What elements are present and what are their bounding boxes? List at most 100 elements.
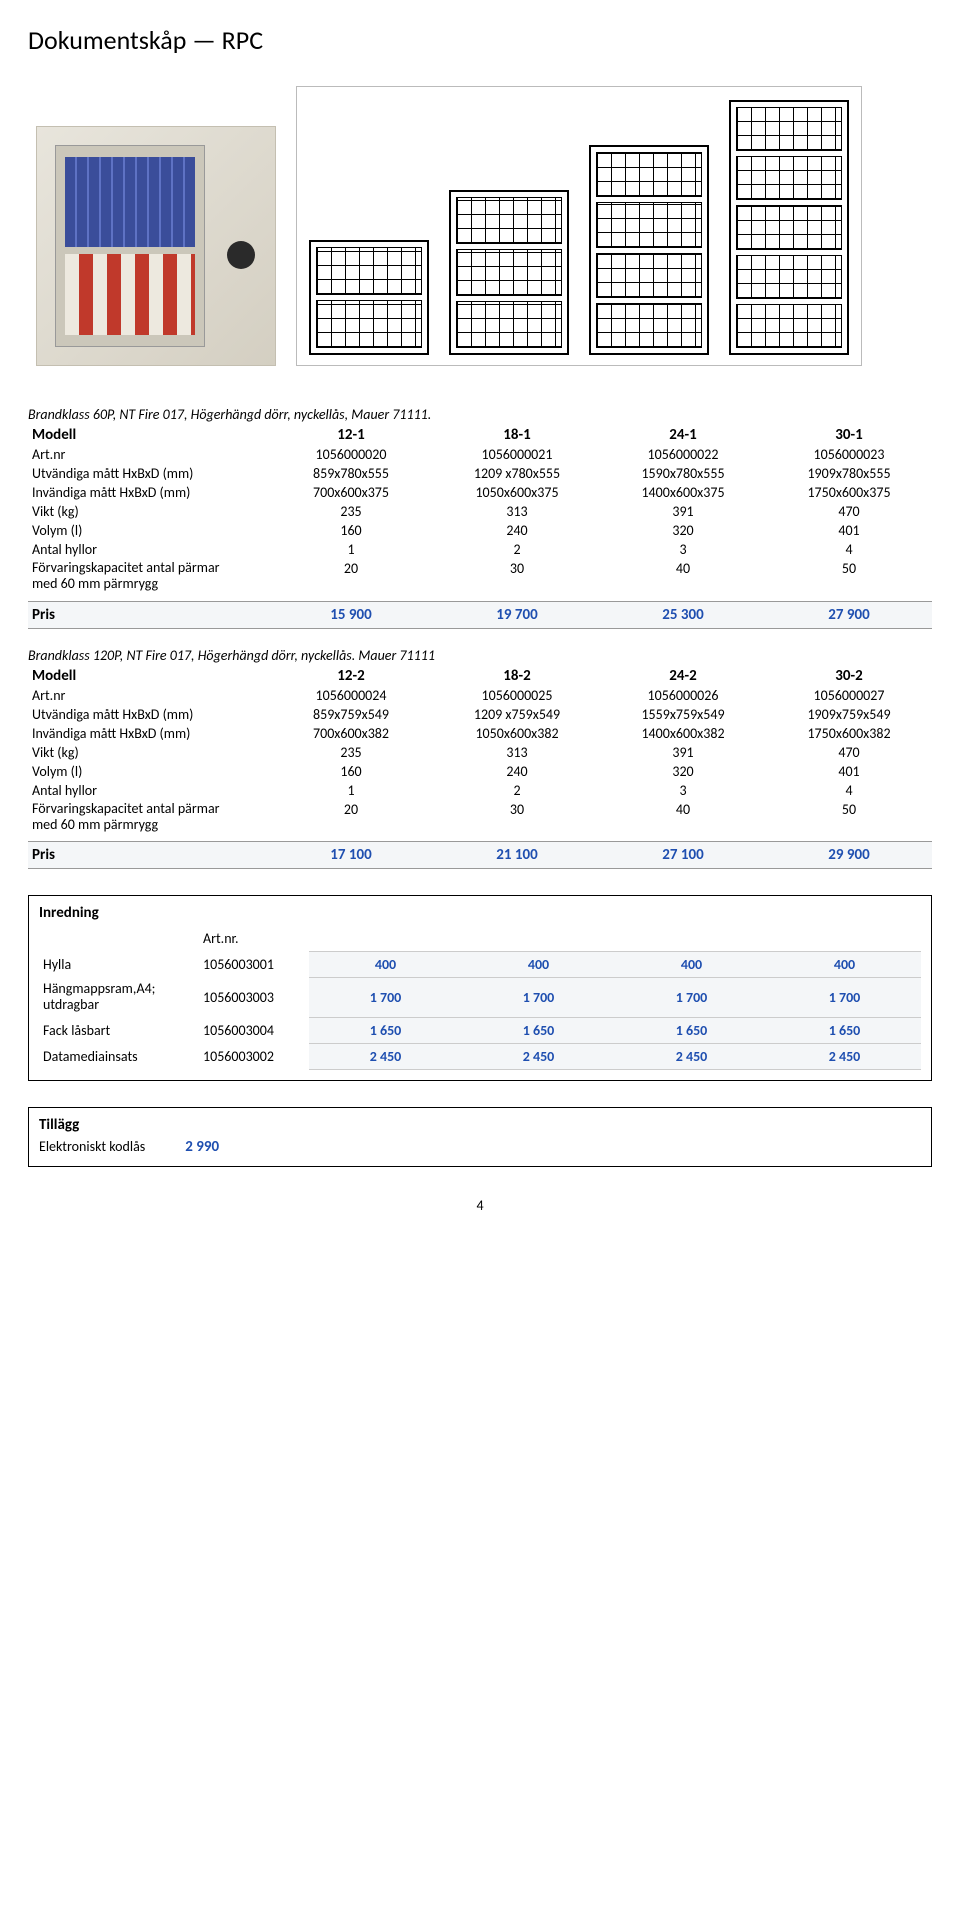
cabinet-diagram (449, 190, 569, 355)
spec2-row-label: Invändiga mått HxBxD (mm) (28, 724, 268, 743)
spec2-row-label: Förvaringskapacitet antal pärmarmed 60 m… (28, 800, 268, 834)
spec2-cell: 3 (600, 781, 766, 800)
spec2-price: 21 100 (434, 842, 600, 869)
spec1-cell: 401 (766, 521, 932, 540)
spec2-row-label: Vikt (kg) (28, 743, 268, 762)
product-photo (36, 126, 276, 366)
inredning-price: 400 (462, 951, 615, 977)
inredning-price: 400 (309, 951, 462, 977)
spec2-cell: 1056000025 (434, 686, 600, 705)
spec1-cell: 1750x600x375 (766, 483, 932, 502)
spec1-price: 27 900 (766, 601, 932, 628)
inredning-heading: Inredning (39, 904, 921, 922)
spec-block-2: Brandklass 120P, NT Fire 017, Högerhängd… (28, 647, 932, 870)
inredning-price: 1 650 (615, 1018, 768, 1044)
spec2-price: 29 900 (766, 842, 932, 869)
spec2-cell: 40 (600, 800, 766, 834)
spec1-cell: 1056000020 (268, 445, 434, 464)
spec2-model-label: Modell (28, 666, 268, 686)
spec1-model: 24-1 (600, 425, 766, 445)
cabinet-shelf (596, 202, 702, 247)
inredning-price: 1 650 (309, 1018, 462, 1044)
cabinet-shelf (316, 247, 422, 295)
spec1-row-label: Antal hyllor (28, 540, 268, 559)
spec2-cell: 20 (268, 800, 434, 834)
inredning-artnr: 1056003002 (199, 1044, 309, 1070)
spec2-cell: 1559x759x549 (600, 705, 766, 724)
cabinet-shelf (736, 304, 842, 348)
page-title: Dokumentskåp — RPC (28, 24, 932, 56)
spec1-cell: 1056000022 (600, 445, 766, 464)
spec1-cell: 1056000021 (434, 445, 600, 464)
inredning-price: 1 650 (462, 1018, 615, 1044)
spec2-row-label: Volym (l) (28, 762, 268, 781)
inredning-price: 1 700 (309, 977, 462, 1017)
spec2-cell: 320 (600, 762, 766, 781)
spec2-row-label: Art.nr (28, 686, 268, 705)
spec-table-2: Modell12-218-224-230-2Art.nr105600002410… (28, 666, 932, 870)
spec1-cell: 1050x600x375 (434, 483, 600, 502)
spec2-cell: 859x759x549 (268, 705, 434, 724)
inredning-price: 1 700 (768, 977, 921, 1017)
spec1-cell: 1590x780x555 (600, 464, 766, 483)
spec2-price: 27 100 (600, 842, 766, 869)
spec1-row-label: Volym (l) (28, 521, 268, 540)
tillagg-box: Tillägg Elektroniskt kodlås 2 990 (28, 1107, 932, 1167)
spec2-cell: 160 (268, 762, 434, 781)
cabinet-shelf (596, 152, 702, 197)
spec1-cell: 20 (268, 559, 434, 593)
figure-row (36, 76, 932, 366)
cabinet-diagram (589, 145, 709, 355)
spec2-cell: 1056000027 (766, 686, 932, 705)
tillagg-price: 2 990 (185, 1138, 219, 1156)
spec1-cell: 4 (766, 540, 932, 559)
cabinet-diagram (309, 240, 429, 355)
inredning-price: 400 (615, 951, 768, 977)
spec1-cell: 313 (434, 502, 600, 521)
spec2-cell: 240 (434, 762, 600, 781)
cabinet-diagram (729, 100, 849, 355)
spec2-cell: 1050x600x382 (434, 724, 600, 743)
inredning-artnr: 1056003001 (199, 951, 309, 977)
cabinet-shelf (316, 300, 422, 348)
spec2-model: 24-2 (600, 666, 766, 686)
spec1-cell: 320 (600, 521, 766, 540)
spec2-cell: 50 (766, 800, 932, 834)
spec2-model: 12-2 (268, 666, 434, 686)
spec1-model: 12-1 (268, 425, 434, 445)
inredning-row-label: Datamediainsats (39, 1044, 199, 1070)
tillagg-heading: Tillägg (39, 1116, 921, 1134)
inredning-row-label: Hängmappsram,A4;utdragbar (39, 977, 199, 1017)
spec1-cell: 2 (434, 540, 600, 559)
spec1-price: 25 300 (600, 601, 766, 628)
spec2-cell: 1 (268, 781, 434, 800)
spec2-cell: 401 (766, 762, 932, 781)
spec1-cell: 1400x600x375 (600, 483, 766, 502)
spec2-cell: 391 (600, 743, 766, 762)
spec1-row-label: Utvändiga mått HxBxD (mm) (28, 464, 268, 483)
spec1-cell: 700x600x375 (268, 483, 434, 502)
cabinet-shelf (456, 249, 562, 296)
spec1-cell: 391 (600, 502, 766, 521)
spec1-price: 19 700 (434, 601, 600, 628)
inredning-artnr: 1056003003 (199, 977, 309, 1017)
spec2-cell: 313 (434, 743, 600, 762)
inredning-row-label: Hylla (39, 951, 199, 977)
spec1-cell: 859x780x555 (268, 464, 434, 483)
inredning-box: Inredning Art.nr.Hylla105600300140040040… (28, 895, 932, 1081)
spec1-row-label: Förvaringskapacitet antal pärmarmed 60 m… (28, 559, 268, 593)
inredning-artnr-label: Art.nr. (199, 926, 309, 951)
spec1-model: 18-1 (434, 425, 600, 445)
spec2-cell: 4 (766, 781, 932, 800)
spec1-row-label: Invändiga mått HxBxD (mm) (28, 483, 268, 502)
inredning-price: 1 650 (768, 1018, 921, 1044)
spec1-cell: 470 (766, 502, 932, 521)
spec1-price-label: Pris (28, 601, 268, 628)
tillagg-item-label: Elektroniskt kodlås (39, 1138, 145, 1155)
spec1-cell: 40 (600, 559, 766, 593)
inredning-price: 1 700 (462, 977, 615, 1017)
inredning-price: 2 450 (768, 1044, 921, 1070)
spec2-cell: 1056000024 (268, 686, 434, 705)
spec1-cell: 1056000023 (766, 445, 932, 464)
cabinet-shelf (736, 255, 842, 299)
